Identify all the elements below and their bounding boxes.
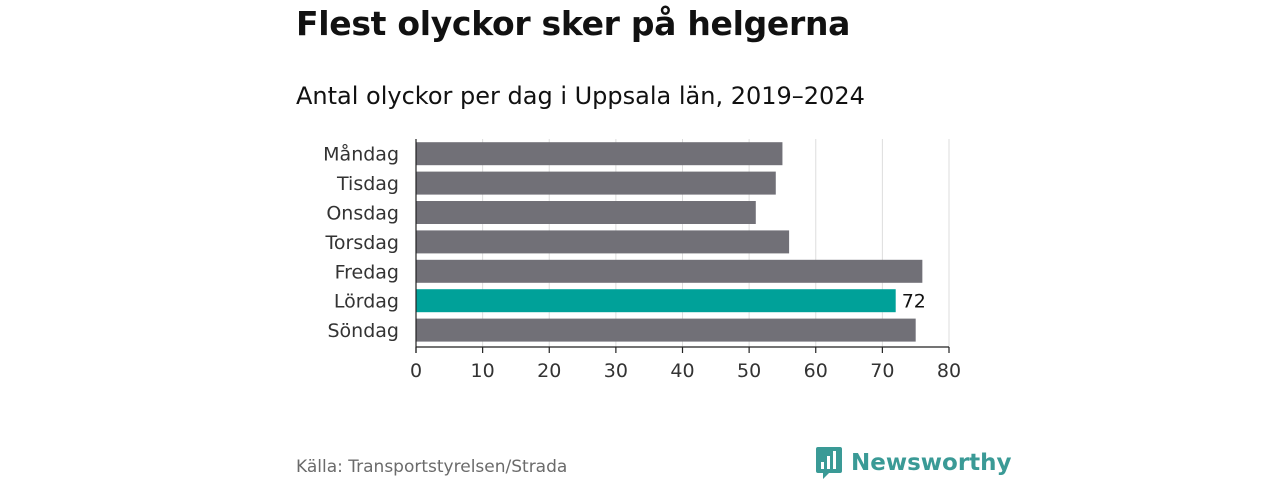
bar bbox=[416, 289, 896, 313]
x-tick-label: 60 bbox=[804, 360, 828, 382]
source-note: Källa: Transportstyrelsen/Strada bbox=[296, 457, 568, 477]
category-label: Lördag bbox=[334, 291, 399, 313]
bar bbox=[416, 259, 923, 283]
bar bbox=[416, 201, 756, 224]
bar-chart-icon bbox=[816, 447, 842, 479]
newsworthy-logo: Newsworthy bbox=[815, 446, 1012, 480]
category-label: Måndag bbox=[323, 143, 399, 166]
data-label: 72 bbox=[902, 291, 926, 313]
x-tick-label: 50 bbox=[737, 360, 761, 382]
x-tick-label: 30 bbox=[604, 360, 628, 382]
category-label: Torsdag bbox=[325, 232, 399, 254]
bar bbox=[416, 142, 783, 166]
x-tick-label: 20 bbox=[537, 360, 561, 382]
bar bbox=[416, 230, 790, 254]
x-tick-label: 80 bbox=[937, 360, 961, 382]
bar bbox=[416, 318, 916, 342]
x-tick-label: 70 bbox=[870, 360, 894, 382]
x-tick-label: 10 bbox=[471, 360, 495, 382]
x-tick-label: 40 bbox=[670, 360, 694, 382]
category-label: Onsdag bbox=[326, 203, 399, 225]
category-label: Söndag bbox=[328, 320, 400, 342]
logo-text: Newsworthy bbox=[851, 450, 1012, 476]
bar-chart: Måndag Tisdag Onsdag Torsdag Fredag Lördag Sön… bbox=[323, 139, 961, 382]
category-label: Tisdag bbox=[336, 173, 399, 195]
category-label: Fredag bbox=[335, 261, 399, 283]
bar bbox=[416, 171, 776, 195]
x-tick-label: 0 bbox=[410, 360, 422, 382]
chart-subtitle: Antal olyckor per dag i Uppsala län, 201… bbox=[296, 82, 865, 110]
chart-title: Flest olyckor sker på helgerna bbox=[296, 4, 851, 43]
